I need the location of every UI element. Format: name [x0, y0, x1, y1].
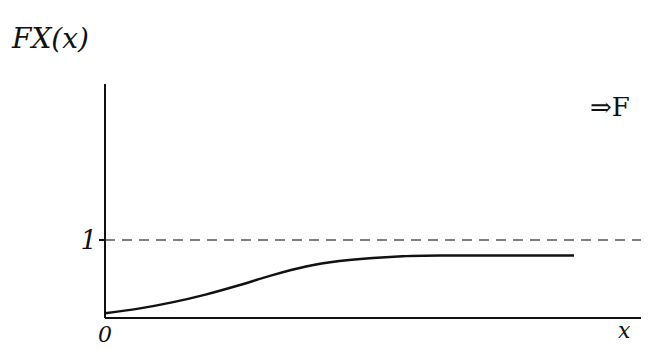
html-text:FX(x): FX(x) — [12, 22, 89, 55]
html-text:⇒F: ⇒F — [590, 92, 630, 122]
html-text:x: x — [618, 318, 631, 343]
svg-text:1: 1 — [80, 225, 97, 255]
svg-text:0: 0 — [98, 322, 112, 347]
